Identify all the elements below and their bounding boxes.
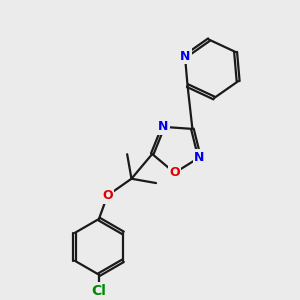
Text: N: N [158,120,168,134]
Text: O: O [169,167,180,179]
Text: N: N [194,151,205,164]
Text: N: N [180,50,190,63]
Text: O: O [102,189,113,202]
Text: Cl: Cl [92,284,106,298]
